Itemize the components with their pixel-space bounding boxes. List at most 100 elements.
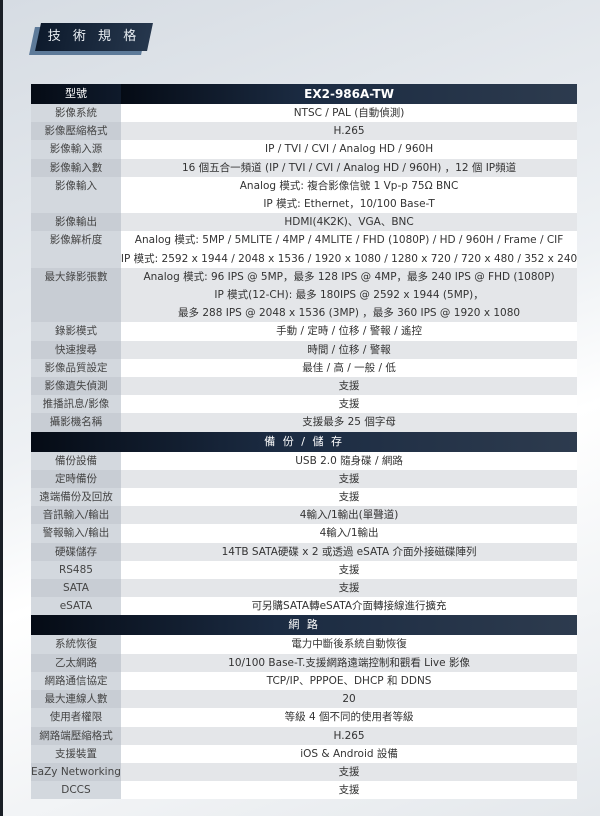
spec-value: 支援 [120,377,578,396]
spec-label: 推播訊息/影像 [31,395,121,414]
spec-value: 時間 / 位移 / 警報 [120,340,578,359]
spec-value-line: 14TB SATA硬碟 x 2 或透過 eSATA 介面外接磁碟陣列 [221,545,477,558]
spec-row: 快速搜尋 時間 / 位移 / 警報 [31,340,578,359]
spec-label: 備份設備 [31,451,121,470]
spec-label: 影像遺失偵測 [31,377,121,396]
spec-value-line: 手動 / 定時 / 位移 / 警報 / 遙控 [276,325,422,338]
spec-row: SATA 支援 [31,579,578,598]
spec-value: 支援 [120,762,578,782]
spec-label: eSATA [31,597,121,616]
spec-value: 電力中斷後系統自動恢復 [120,635,578,654]
page-title: 技 術 規 格 [47,29,141,44]
spec-row: 使用者權限 等級 4 個不同的使用者等級 [31,708,578,727]
section-title-badge: 技 術 規 格 [29,23,153,55]
spec-value: TCP/IP、PPPOE、DHCP 和 DDNS [120,671,578,691]
spec-row: EaZy Networking 支援 [31,762,578,782]
spec-value-line: 支援 [338,491,360,504]
spec-value-line: 10/100 Base-T.支援網路遠端控制和觀看 Live 影像 [228,656,470,669]
spec-value: 16 個五合一頻道 (IP / TVI / CVI / Analog HD / … [120,158,578,177]
spec-value-line: 最多 288 IPS @ 2048 x 1536 (3MP) ，最多 360 I… [178,307,521,320]
spec-row: 遠端備份及回放 支援 [31,488,578,507]
spec-label: 最大連線人數 [31,690,121,709]
spec-label: 影像解析度 [31,231,121,268]
spec-value: Analog 模式: 複合影像信號 1 Vp-p 75Ω BNC IP 模式: E… [120,176,578,214]
spec-value: 10/100 Base-T.支援網路遠端控制和觀看 Live 影像 [120,653,578,672]
spec-label: 最大錄影張數 [31,267,121,323]
spec-label: 影像品質設定 [31,358,121,378]
spec-value-line: 可另購SATA轉eSATA介面轉接線進行擴充 [251,600,447,613]
spec-label: 支援裝置 [31,744,121,763]
spec-value-line: H.265 [333,729,365,742]
spec-value: 手動 / 定時 / 位移 / 警報 / 遙控 [120,322,578,341]
spec-value-line: IP / TVI / CVI / Analog HD / 960H [265,143,434,156]
spec-value-line: 支援 [338,398,360,411]
spec-value: 支援最多 25 個字母 [120,413,578,432]
spec-value: IP / TVI / CVI / Analog HD / 960H [120,140,578,159]
spec-value: 支援 [120,488,578,507]
spec-value-line: Analog 模式: 5MP / 5MLITE / 4MP / 4MLITE /… [134,234,564,247]
spec-label: 硬碟儲存 [31,542,121,561]
spec-label: 影像輸入數 [31,158,121,177]
spec-row: 影像壓縮格式 H.265 [31,122,578,141]
spec-label: 影像輸出 [31,213,121,232]
spec-value: 支援 [120,579,578,598]
spec-value: 4輸入/1輸出(單聲道) [120,506,578,525]
spec-value-line: 支援 [338,380,360,393]
spec-row: 最大錄影張數 Analog 模式: 96 IPS @ 5MP，最多 128 IPS… [31,267,578,323]
spec-value: iOS & Android 設備 [120,744,578,763]
spec-label: EaZy Networking [31,762,121,782]
spec-label: 影像輸入 [31,176,121,214]
spec-value: 支援 [120,781,578,800]
spec-table: 型號 EX2-986A-TW 影像系統 NTSC / PAL (自動偵測) 影像壓縮… [31,84,578,800]
spec-label: 影像輸入源 [31,140,121,159]
spec-row: 影像輸入源 IP / TVI / CVI / Analog HD / 960H [31,140,578,159]
spec-label: 影像系統 [31,104,121,123]
spec-label: 網路通信協定 [31,671,121,691]
spec-value: Analog 模式: 96 IPS @ 5MP，最多 128 IPS @ 4MP… [120,267,578,323]
spec-label: DCCS [31,781,121,800]
spec-row: 攝影機名稱 支援最多 25 個字母 [31,413,578,432]
spec-value: 20 [120,690,578,709]
spec-value-line: 支援最多 25 個字母 [302,416,396,429]
spec-label: 音訊輸入/輸出 [31,506,121,525]
spec-value-line: HDMI(4K2K)、VGA、BNC [284,216,414,229]
spec-row: 影像輸入 Analog 模式: 複合影像信號 1 Vp-p 75Ω BNC IP 模… [31,176,578,214]
spec-row: 影像輸出 HDMI(4K2K)、VGA、BNC [31,213,578,232]
spec-value: 4輸入/1輸出 [120,524,578,543]
spec-value-line: 支援 [338,563,360,576]
spec-row: 推播訊息/影像 支援 [31,395,578,414]
spec-label: SATA [31,579,121,598]
spec-row: eSATA 可另購SATA轉eSATA介面轉接線進行擴充 [31,597,578,616]
spec-row: 網路端壓縮格式 H.265 [31,726,578,745]
spec-value-line: 16 個五合一頻道 (IP / TVI / CVI / Analog HD / … [181,161,517,174]
spec-value: 可另購SATA轉eSATA介面轉接線進行擴充 [120,597,578,616]
spec-value: 等級 4 個不同的使用者等級 [120,708,578,727]
section-header-row: 備 份 / 儲 存 [31,431,578,452]
spec-row: 系統恢復 電力中斷後系統自動恢復 [31,635,578,654]
spec-value: Analog 模式: 5MP / 5MLITE / 4MP / 4MLITE /… [120,231,578,268]
spec-value: USB 2.0 隨身碟 / 網路 [120,451,578,470]
spec-value: NTSC / PAL (自動偵測) [120,104,578,123]
spec-value: 支援 [120,395,578,414]
spec-value-line: 支援 [338,784,360,797]
spec-value-line: 等級 4 個不同的使用者等級 [284,711,414,724]
spec-label: 定時備份 [31,469,121,489]
spec-row: 音訊輸入/輸出 4輸入/1輸出(單聲道) [31,506,578,525]
spec-value-line: 支援 [338,472,360,485]
spec-value-line: H.265 [333,125,365,138]
spec-value-line: 電力中斷後系統自動恢復 [291,638,407,651]
model-value: EX2-986A-TW [120,84,578,104]
spec-label: 警報輸入/輸出 [31,524,121,543]
spec-label: 乙太網路 [31,653,121,672]
spec-value-line: 4輸入/1輸出 [319,527,379,540]
spec-row: 影像遺失偵測 支援 [31,377,578,396]
spec-value-line: TCP/IP、PPPOE、DHCP 和 DDNS [266,674,432,687]
spec-value-line: 20 [342,693,356,706]
section-title: 網 路 [31,615,578,636]
spec-value-line: 最佳 / 高 / 一般 / 低 [302,361,396,374]
page-edge [0,0,3,816]
spec-value-line: Analog 模式: 96 IPS @ 5MP，最多 128 IPS @ 4MP… [143,270,555,283]
spec-value-line: iOS & Android 設備 [300,747,398,760]
model-header-row: 型號 EX2-986A-TW [31,84,578,104]
spec-value-line: 時間 / 位移 / 警報 [307,343,391,356]
